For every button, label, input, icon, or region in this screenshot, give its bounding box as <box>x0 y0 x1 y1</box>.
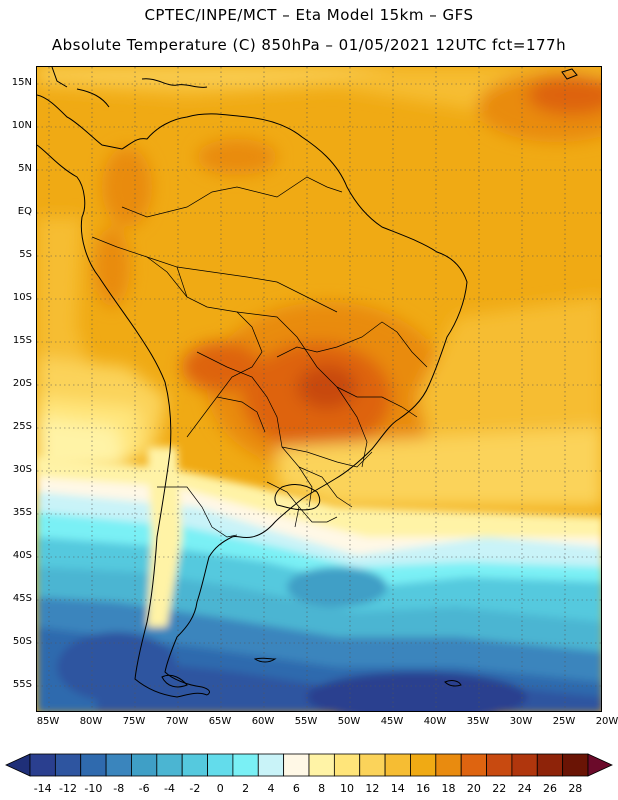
colorbar-swatch <box>181 753 208 777</box>
colorbar-swatch <box>80 753 107 777</box>
lon-tick-label: 45W <box>380 716 404 727</box>
lat-tick-label: 5S <box>19 249 32 260</box>
colorbar-tick-label: 10 <box>340 782 355 795</box>
lon-tick-label: 70W <box>165 716 189 727</box>
lon-tick-label: 50W <box>337 716 361 727</box>
colorbar-tick-label: -14 <box>33 782 52 795</box>
lat-tick-label: 50S <box>12 636 32 647</box>
lat-tick-label: 25S <box>12 421 32 432</box>
lat-tick-label: 45S <box>12 593 32 604</box>
colorbar-tick-label: -2 <box>189 782 201 795</box>
lat-tick-label: 15N <box>11 77 32 88</box>
lat-tick-label: EQ <box>17 206 32 217</box>
colorbar-tick-label: 26 <box>542 782 557 795</box>
colorbar-tick-label: 6 <box>292 782 300 795</box>
lon-tick-label: 30W <box>509 716 533 727</box>
colorbar-tick-label: 20 <box>466 782 481 795</box>
lat-tick-label: 20S <box>12 378 32 389</box>
colorbar-swatch <box>283 753 310 777</box>
colorbar-tick-label: -12 <box>59 782 78 795</box>
colorbar-tick-label: -6 <box>138 782 150 795</box>
uruguay-outline <box>274 484 321 511</box>
colorbar-swatch <box>435 753 462 777</box>
colorbar-tick-label: 16 <box>416 782 431 795</box>
lat-tick-label: 40S <box>12 550 32 561</box>
colorbar-tick-label: 14 <box>390 782 405 795</box>
colorbar-tick-label: 4 <box>267 782 275 795</box>
colorbar-swatch <box>359 753 386 777</box>
colorbar-swatch <box>257 753 285 777</box>
lon-tick-label: 35W <box>466 716 490 727</box>
lon-tick-label: 55W <box>294 716 318 727</box>
map-subtitle: Absolute Temperature (C) 850hPa – 01/05/… <box>51 36 567 54</box>
lon-tick-label: 75W <box>122 716 146 727</box>
lat-tick-label: 15S <box>12 335 32 346</box>
colorbar-under-arrow <box>5 753 31 777</box>
colorbar-swatch <box>308 753 335 777</box>
colorbar-tick-label: 28 <box>568 782 583 795</box>
colorbar-tick-label: 2 <box>242 782 250 795</box>
colorbar-swatch <box>207 753 234 777</box>
temperature-field <box>37 67 601 711</box>
colorbar-swatch <box>156 753 183 777</box>
lon-tick-label: 80W <box>79 716 103 727</box>
country-borders <box>91 176 428 538</box>
colorbar-swatch <box>131 753 158 777</box>
lon-tick-label: 65W <box>208 716 232 727</box>
colorbar-tick-label: 22 <box>492 782 507 795</box>
lat-tick-label: 55S <box>12 679 32 690</box>
lat-tick-label: 10N <box>11 120 32 131</box>
colorbar-swatch <box>54 753 82 777</box>
colorbar-tick-label: -4 <box>164 782 175 795</box>
lon-tick-label: 60W <box>251 716 275 727</box>
colorbar-tick-label: 12 <box>365 782 380 795</box>
colorbar-tick-label: 8 <box>318 782 326 795</box>
colorbar-tick-label: 24 <box>517 782 532 795</box>
lat-tick-label: 10S <box>12 292 32 303</box>
colorbar-swatch <box>460 753 487 777</box>
colorbar-swatch <box>384 753 411 777</box>
map-title: CPTEC/INPE/MCT – Eta Model 15km – GFS <box>144 6 474 24</box>
colorbar-swatch <box>486 753 513 777</box>
lon-tick-label: 40W <box>423 716 447 727</box>
temperature-map <box>36 66 602 712</box>
colorbar-swatch <box>410 753 437 777</box>
colorbar-swatch <box>232 753 259 777</box>
colorbar-tick-label: -8 <box>113 782 125 795</box>
lat-tick-label: 35S <box>12 507 32 518</box>
lon-tick-label: 85W <box>36 716 60 727</box>
colorbar-swatch <box>536 753 564 777</box>
colorbar-swatch <box>511 753 538 777</box>
colorbar-tick-label: 0 <box>216 782 224 795</box>
coastlines <box>37 67 578 698</box>
colorbar-swatch <box>562 753 589 777</box>
colorbar-swatch <box>333 753 361 777</box>
colorbar <box>5 753 613 777</box>
colorbar-swatch <box>29 753 56 777</box>
colorbar-tick-label: -10 <box>84 782 103 795</box>
colorbar-over-arrow <box>587 753 613 777</box>
colorbar-tick-label: 18 <box>441 782 456 795</box>
lat-tick-label: 30S <box>12 464 32 475</box>
colorbar-swatch <box>105 753 132 777</box>
lat-tick-label: 5N <box>18 163 32 174</box>
lon-tick-label: 20W <box>595 716 618 727</box>
lon-tick-label: 25W <box>552 716 576 727</box>
